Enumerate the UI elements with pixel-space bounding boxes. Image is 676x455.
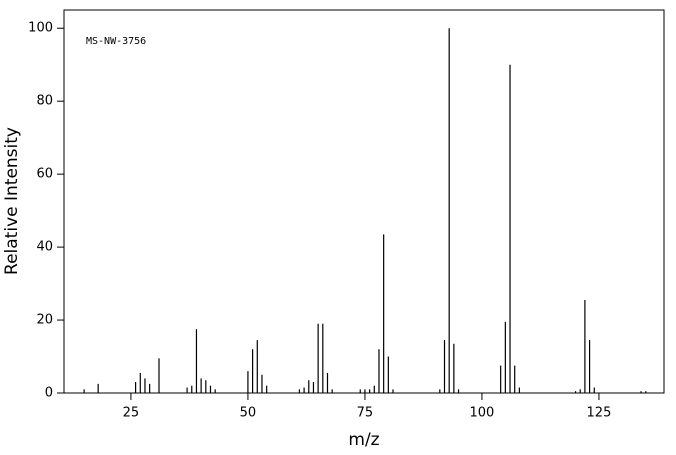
y-tick-label: 100 bbox=[28, 21, 53, 36]
y-tick-label: 60 bbox=[36, 167, 53, 182]
y-axis-label: Relative Intensity bbox=[2, 127, 22, 275]
y-tick-label: 0 bbox=[45, 386, 53, 401]
y-tick-label: 20 bbox=[36, 313, 53, 328]
y-tick-label: 40 bbox=[36, 240, 53, 255]
annotation: MS-NW-3756 bbox=[86, 36, 146, 47]
x-tick-label: 75 bbox=[357, 406, 374, 421]
x-tick-label: 100 bbox=[470, 406, 495, 421]
plot-frame bbox=[63, 9, 665, 394]
x-axis-label: m/z bbox=[348, 430, 379, 450]
y-tick-label: 80 bbox=[36, 94, 53, 109]
x-tick-label: 125 bbox=[587, 406, 612, 421]
x-tick-label: 25 bbox=[123, 406, 140, 421]
x-tick-label: 50 bbox=[240, 406, 257, 421]
